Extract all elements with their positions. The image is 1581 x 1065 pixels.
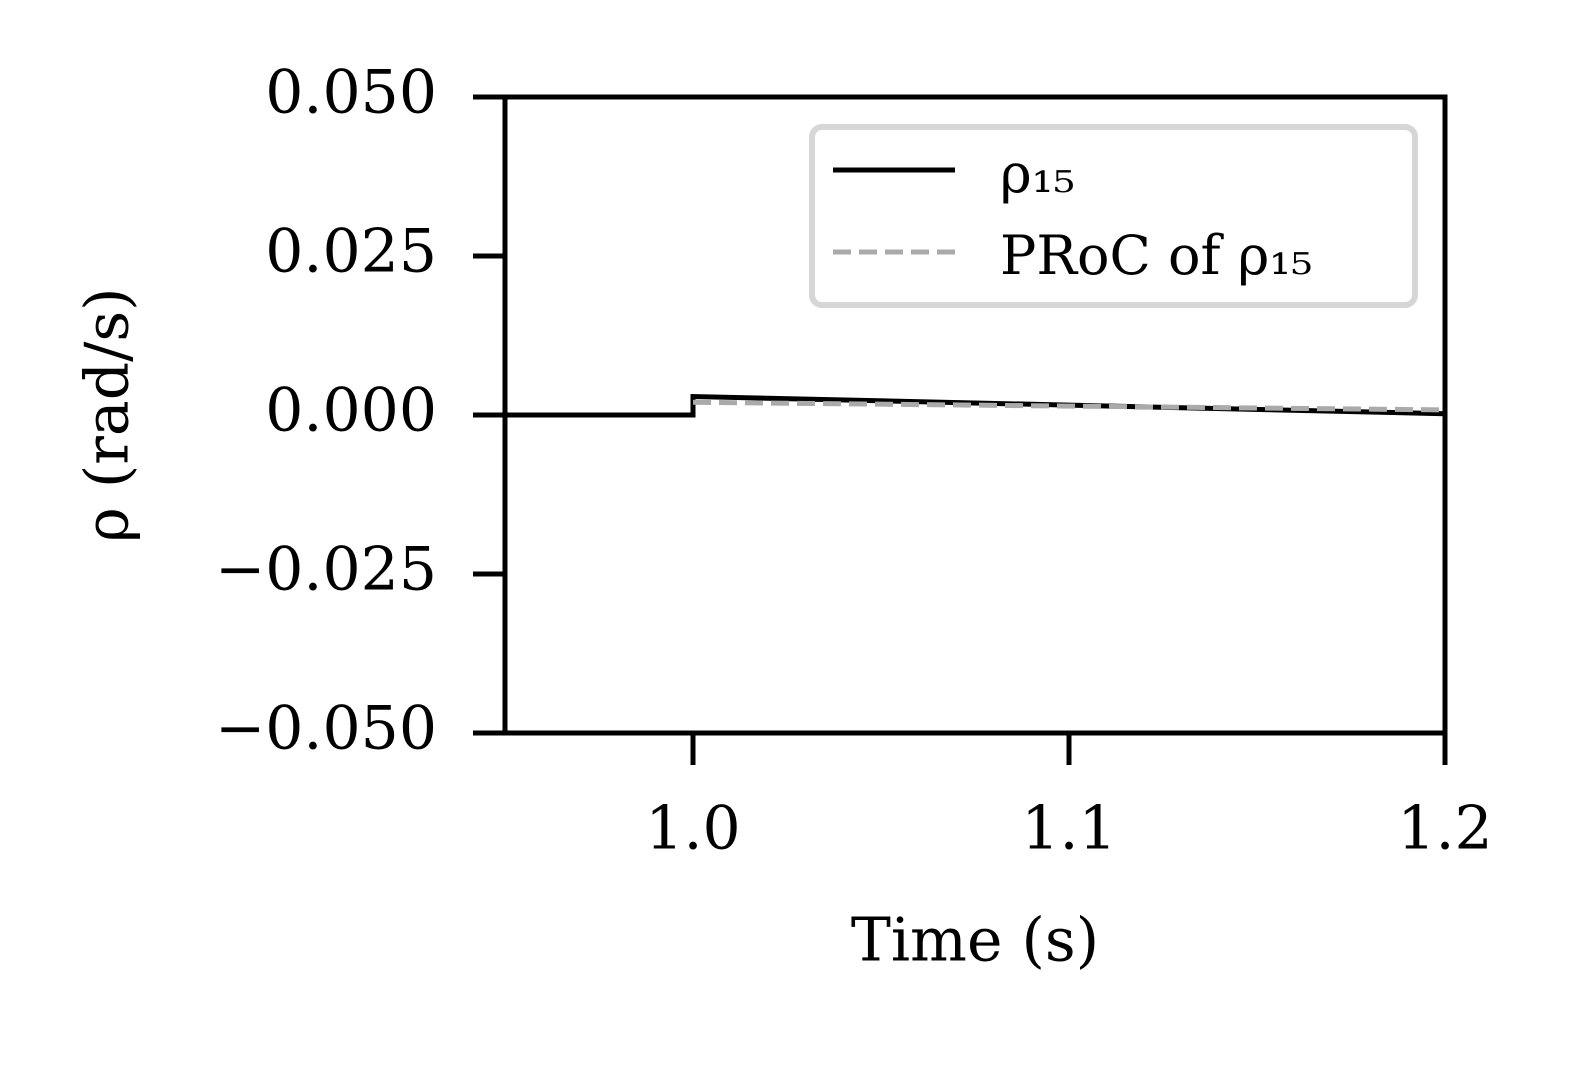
x-tick-label: 1.0 <box>645 794 740 864</box>
data-line <box>692 399 1446 413</box>
y-tick-label: 0.000 <box>265 376 437 446</box>
legend-label: PRoC of ρ₁₅ <box>1000 224 1313 287</box>
y-axis-label: ρ (rad/s) <box>73 287 143 542</box>
x-axis-label: Time (s) <box>851 906 1099 976</box>
data-line <box>505 393 1446 418</box>
y-tick-label: 0.025 <box>265 217 437 287</box>
y-tick-label: 0.050 <box>265 58 437 128</box>
x-tick-label: 1.2 <box>1397 794 1492 864</box>
legend-label: ρ₁₅ <box>1000 142 1075 205</box>
legend-box <box>809 124 1418 308</box>
x-tick-label: 1.1 <box>1021 794 1116 864</box>
plot-frame <box>502 94 1448 736</box>
y-tick-label: −0.050 <box>215 694 437 764</box>
y-tick-label: −0.025 <box>215 535 437 605</box>
